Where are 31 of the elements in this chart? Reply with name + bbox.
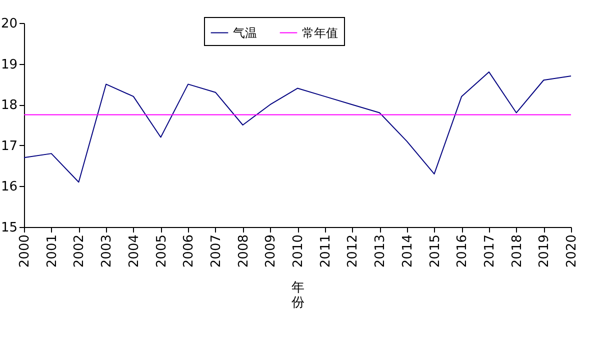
legend-label: 气温 xyxy=(233,26,257,40)
x-tick-label: 2000 xyxy=(18,234,32,268)
x-tick-label: 2005 xyxy=(154,234,170,268)
y-tick-label: 16 xyxy=(0,180,18,195)
x-tick-label: 2016 xyxy=(455,234,470,268)
x-tick-label: 2006 xyxy=(182,234,197,268)
y-tick-label: 20 xyxy=(0,16,18,32)
x-tick-label: 2014 xyxy=(400,234,416,268)
line-series xyxy=(24,71,572,183)
y-tick-label: 18 xyxy=(0,98,18,114)
x-tick-label: 2011 xyxy=(318,234,334,268)
y-tick-label: 19 xyxy=(0,57,18,72)
y-tick-label: 15 xyxy=(0,220,18,236)
x-tick-label: 2008 xyxy=(236,234,252,268)
x-tick-label: 2007 xyxy=(208,234,224,268)
x-tick-label: 2020 xyxy=(564,234,580,268)
x-tick-label: 2012 xyxy=(346,234,361,268)
x-axis-title: 年份 xyxy=(292,280,304,311)
x-tick-label: 2003 xyxy=(100,234,115,268)
x-tick-label: 2002 xyxy=(72,234,88,268)
x-tick-label: 2019 xyxy=(537,234,552,268)
x-tick-label: 2009 xyxy=(264,234,279,268)
x-tick-label: 2013 xyxy=(373,234,388,268)
x-tick-label: 2010 xyxy=(291,234,306,268)
x-tick-label: 2015 xyxy=(428,234,443,268)
x-tick-label: 2018 xyxy=(510,234,525,268)
y-tick-label: 17 xyxy=(0,138,18,154)
x-tick-label: 2001 xyxy=(44,234,60,268)
x-tick-label: 2004 xyxy=(126,234,142,268)
x-tick-label: 2017 xyxy=(482,234,498,268)
legend-label: 常年值 xyxy=(302,26,338,40)
